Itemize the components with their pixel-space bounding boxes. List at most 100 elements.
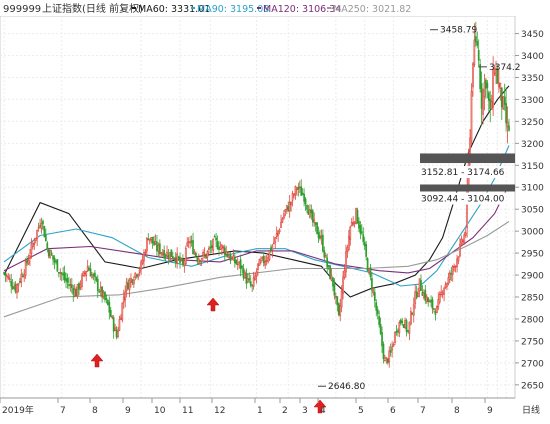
candle-body [391,346,393,351]
candle-body [223,247,226,256]
candle-body [82,271,85,276]
candle-body [317,232,320,239]
candle-body [285,205,288,210]
candle-body [216,241,219,250]
x-axis-unit: 日线 [522,404,540,416]
candle-body [55,260,57,263]
candle-body [226,253,229,257]
candle-body [130,278,132,283]
candle-body [258,259,261,266]
candle-body [372,290,375,294]
y-tick-label: 3150 [521,162,544,172]
candle-body [121,302,124,321]
candle-body [369,267,372,277]
symbol-code: 999999 [3,4,41,15]
candle-body [365,244,368,257]
candle-body [296,188,298,191]
candle-body [244,271,246,279]
candle-body [73,288,76,297]
candle-body [443,288,445,295]
candle-body [418,278,421,292]
candle-body [378,316,380,325]
candle-body [179,256,181,263]
high-value-label: 3458.79 [440,26,477,36]
candle-body [485,79,487,89]
candle-body [75,288,77,297]
candle-body [457,256,460,262]
candle-body [182,260,184,265]
ma-line-ma120 [3,184,510,274]
candle-body [412,304,415,316]
candle-body [275,233,278,237]
candle-body [444,284,447,288]
candle-body [274,237,277,243]
candle-body [158,243,161,255]
y-tick-label: 3050 [521,206,544,216]
candle-body [196,257,199,262]
candle-body [177,256,180,259]
y-tick-label: 3450 [521,30,544,40]
candle-body [161,252,164,256]
candle-body [205,253,207,259]
resistance-band-label: 3092.44 - 3104.00 [421,195,505,205]
candle-body [261,256,264,260]
ma-legend-label: MA250: 3021.82 [333,4,411,15]
candle-body [98,291,101,293]
candle-body [44,234,47,241]
candle-body [373,292,376,301]
candle-body [343,269,346,278]
candle-body [459,243,461,257]
candle-body [231,257,233,260]
candle-body [401,320,404,324]
candle-body [127,282,129,290]
candle-body [326,257,329,268]
candle-body [157,245,160,252]
candle-body [493,72,496,75]
candle-body [436,305,438,314]
candle-body [322,234,324,252]
candle-body [272,242,275,245]
candle-body [26,259,28,263]
candle-body [131,279,134,283]
x-tick-label: 2 [282,406,288,416]
resistance-band [420,184,515,192]
candle-body [410,311,412,325]
candle-body [323,250,326,258]
candle-body [235,260,238,265]
candle-body [278,229,281,233]
candle-body [476,41,479,46]
candle-body [248,278,251,281]
candle-body [489,98,492,110]
candle-body [69,284,72,286]
x-tick-label: 7 [420,406,426,416]
recent-high-label: 3374.2 [489,63,521,73]
candle-body [306,205,308,210]
candle-body [262,255,265,264]
candle-body [53,257,56,263]
candle-body [173,257,176,260]
candle-body [186,242,189,246]
candle-body [34,237,37,241]
candle-body [431,299,434,309]
candle-body [506,121,509,128]
candle-body [363,242,366,247]
candle-body [102,292,105,298]
candle-body [371,277,373,291]
candle-body [460,238,463,244]
candle-body [95,276,98,281]
candle-body [164,255,167,257]
candle-body [86,266,89,272]
grid-layer [0,15,516,399]
candle-body [200,257,203,262]
x-tick-label: 9 [125,406,131,416]
candle-body [304,198,307,205]
candle-body [508,125,510,131]
y-tick-label: 3350 [521,74,544,84]
candle-body [52,255,54,260]
candle-body [209,246,212,249]
candle-body [438,294,441,303]
y-tick-label: 2650 [521,381,544,391]
candle-body [291,193,294,201]
candle-body [202,251,204,257]
